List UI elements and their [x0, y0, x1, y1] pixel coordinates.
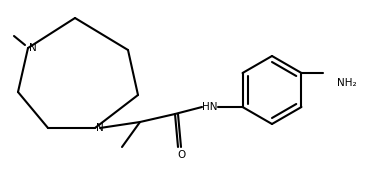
Text: HN: HN: [202, 102, 218, 112]
Text: N: N: [29, 43, 37, 53]
Text: O: O: [177, 150, 185, 160]
Text: N: N: [96, 123, 104, 133]
Text: NH₂: NH₂: [337, 78, 357, 88]
